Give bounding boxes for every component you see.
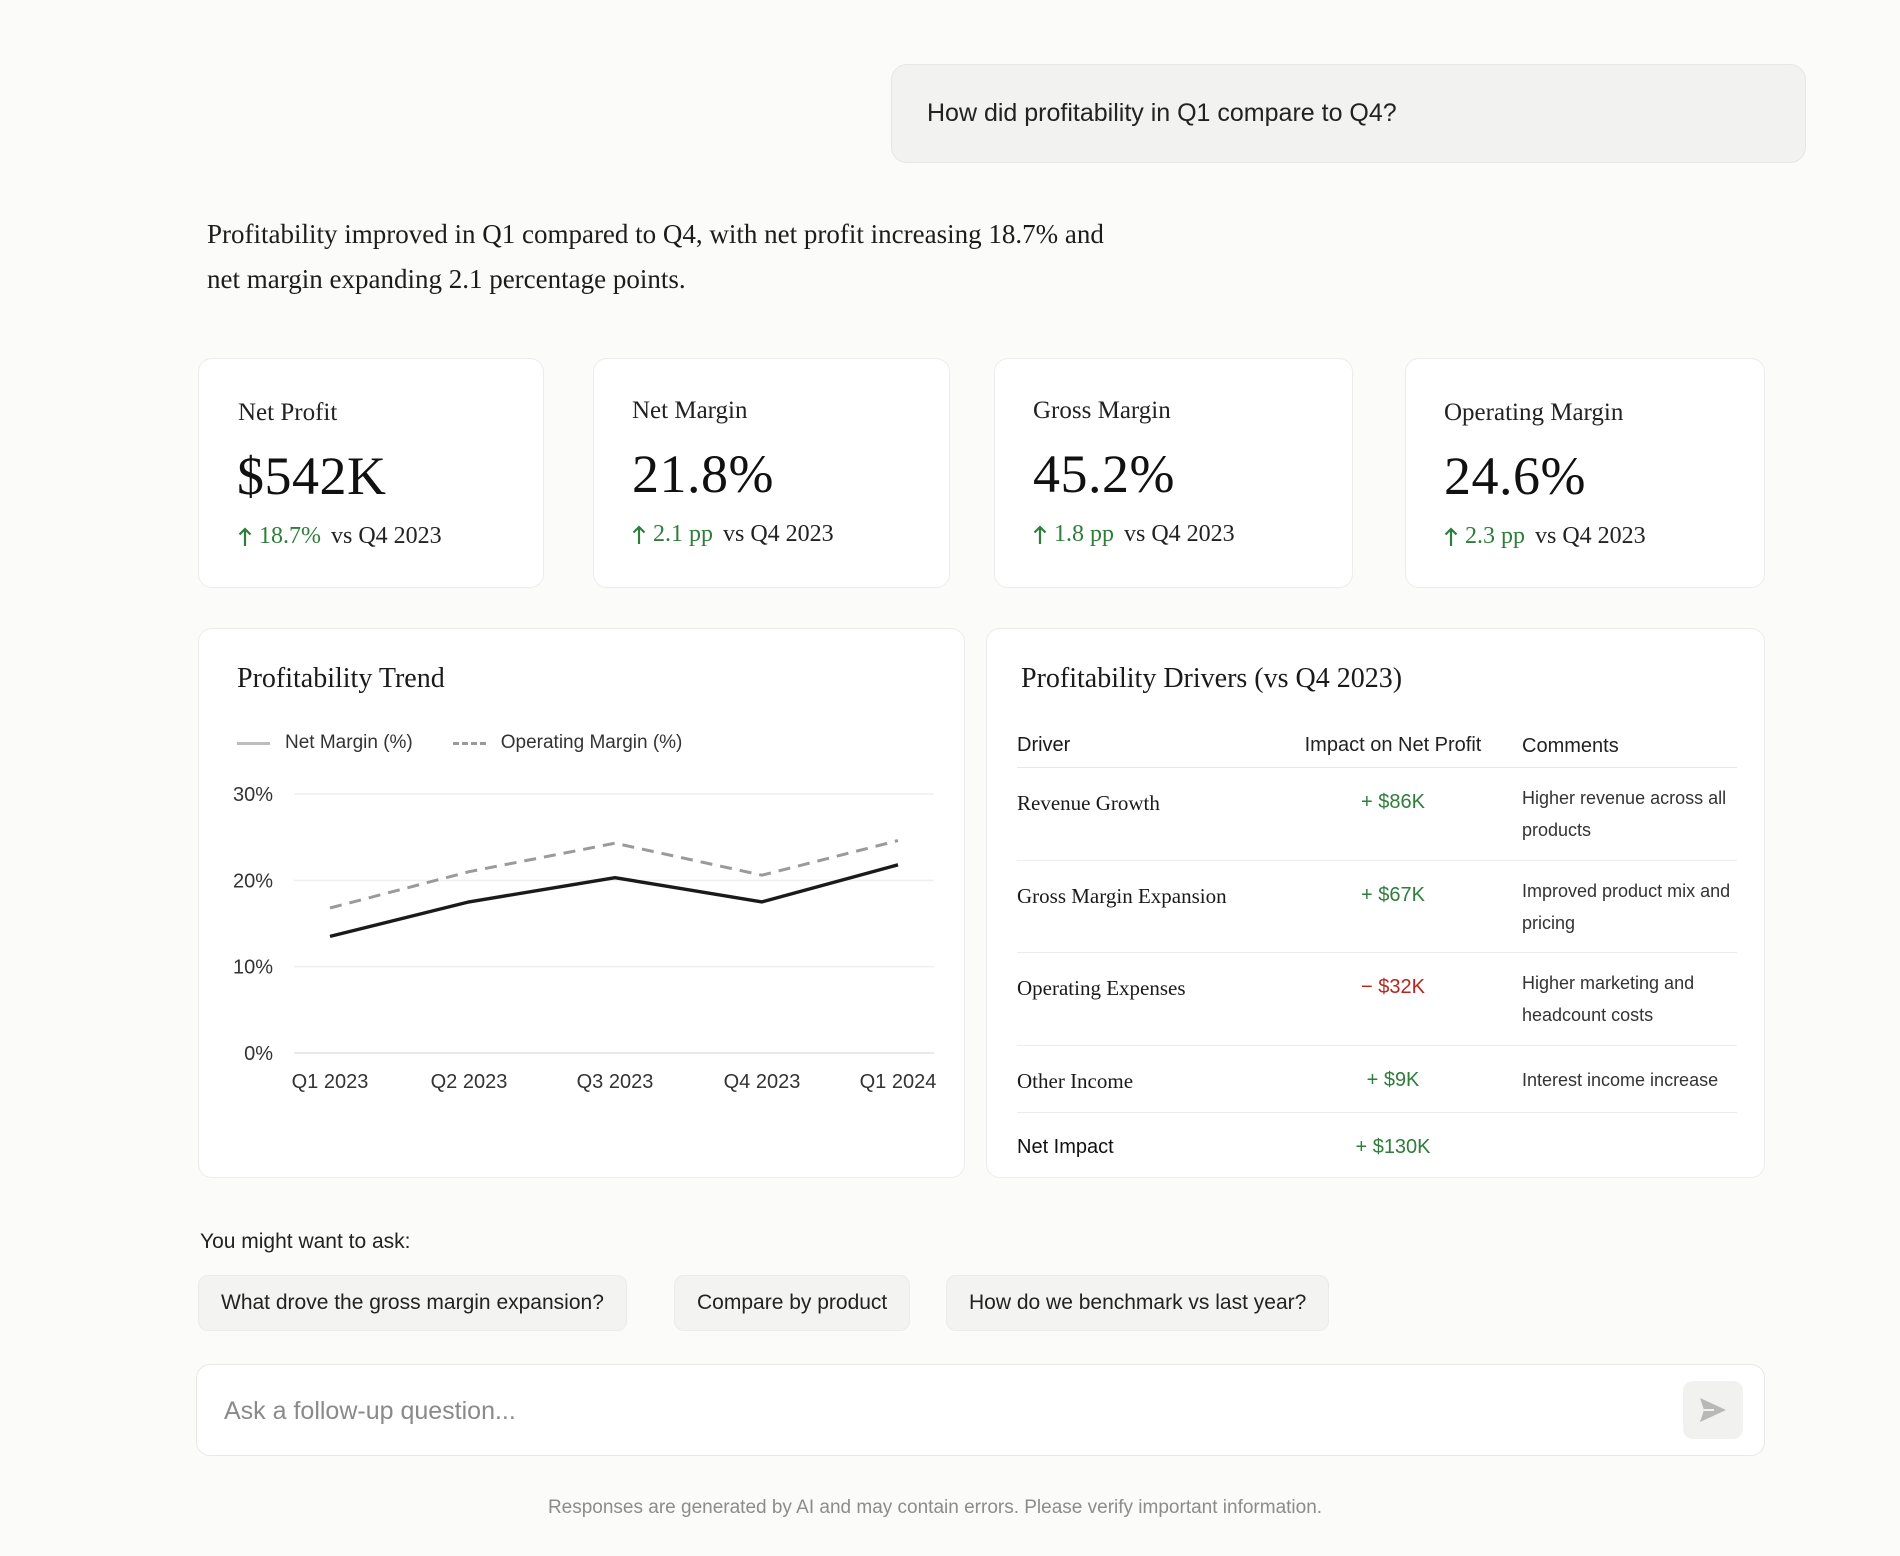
driver-name: Operating Expenses	[1017, 976, 1186, 1000]
driver-impact: − $32K	[1361, 976, 1425, 998]
header-comments: Comments	[1522, 734, 1619, 757]
driver-impact: + $67K	[1361, 884, 1425, 906]
driver-comment: Higher marketing and headcount costs	[1522, 973, 1695, 1025]
series-line-net-margin	[329, 863, 899, 939]
kpi-label: Gross Margin	[1033, 397, 1171, 424]
driver-name: Other Income	[1017, 1069, 1134, 1093]
kpi-compare: vs Q4 2023	[1535, 523, 1646, 549]
drivers-table: Driver Impact on Net Profit Comments Rev…	[1017, 724, 1737, 1179]
header-driver: Driver	[1017, 734, 1071, 756]
kpi-delta-value: 1.8 pp	[1054, 521, 1114, 547]
driver-impact: + $9K	[1366, 1069, 1420, 1091]
kpi-compare: vs Q4 2023	[1124, 521, 1235, 547]
drivers-title: Profitability Drivers (vs Q4 2023)	[1021, 663, 1403, 694]
x-tick-label: Q1 2023	[292, 1071, 369, 1093]
total-impact: + $130K	[1355, 1136, 1431, 1158]
followup-input[interactable]	[224, 1391, 1624, 1431]
legend-label: Net Margin (%)	[285, 732, 413, 753]
x-tick-label: Q4 2023	[724, 1071, 801, 1093]
legend-item-operating-margin: Operating Margin (%)	[452, 732, 683, 754]
send-icon	[1700, 1398, 1726, 1422]
suggestion-chip[interactable]: How do we benchmark vs last year?	[946, 1275, 1330, 1331]
kpi-delta: 2.1 pp vs Q4 2023	[632, 521, 834, 548]
kpi-label: Net Margin	[632, 397, 748, 424]
header-impact: Impact on Net Profit	[1304, 734, 1482, 756]
arrow-up-icon	[1444, 526, 1458, 546]
suggestion-chip[interactable]: What drove the gross margin expansion?	[198, 1275, 627, 1331]
kpi-card-net-margin: Net Margin 21.8% 2.1 pp vs Q4 2023	[593, 358, 950, 588]
y-tick-label: 30%	[233, 784, 273, 806]
x-tick-label: Q2 2023	[431, 1071, 508, 1093]
y-tick-label: 20%	[233, 870, 273, 892]
legend-item-net-margin: Net Margin (%)	[237, 732, 413, 754]
user-message-bubble: How did profitability in Q1 compare to Q…	[891, 64, 1806, 163]
kpi-delta-value: 2.1 pp	[653, 521, 713, 547]
driver-comment: Improved product mix and pricing	[1522, 881, 1731, 933]
kpi-compare: vs Q4 2023	[723, 521, 834, 547]
followup-box	[196, 1364, 1765, 1456]
driver-name: Gross Margin Expansion	[1017, 884, 1227, 908]
send-button[interactable]	[1683, 1381, 1743, 1439]
series-line-operating-margin	[329, 839, 899, 910]
driver-comment: Interest income increase	[1522, 1070, 1719, 1090]
arrow-up-icon	[632, 524, 646, 544]
kpi-value: 45.2%	[1033, 444, 1175, 504]
ai-disclaimer: Responses are generated by AI and may co…	[547, 1497, 1323, 1518]
user-message-text: How did profitability in Q1 compare to Q…	[927, 99, 1397, 127]
kpi-card-net-profit: Net Profit $542K 18.7% vs Q4 2023	[198, 358, 544, 588]
suggestions-label: You might want to ask:	[200, 1230, 411, 1253]
kpi-compare: vs Q4 2023	[331, 523, 442, 549]
x-tick-label: Q3 2023	[577, 1071, 654, 1093]
driver-name: Revenue Growth	[1017, 791, 1160, 815]
y-tick-label: 0%	[244, 1043, 273, 1065]
kpi-delta: 2.3 pp vs Q4 2023	[1444, 523, 1646, 550]
kpi-value: 24.6%	[1444, 446, 1586, 506]
y-tick-label: 10%	[233, 957, 273, 979]
kpi-label: Net Profit	[238, 399, 338, 426]
table-header: Driver Impact on Net Profit Comments	[1017, 724, 1737, 768]
assistant-answer: Profitability improved in Q1 compared to…	[207, 212, 1207, 302]
answer-line: Profitability improved in Q1 compared to…	[207, 219, 1104, 249]
profitability-drivers-panel: Profitability Drivers (vs Q4 2023) Drive…	[986, 628, 1765, 1178]
chart-legend: Net Margin (%) Operating Margin (%)	[237, 732, 722, 754]
total-label: Net Impact	[1017, 1136, 1114, 1158]
chart-title: Profitability Trend	[237, 663, 445, 694]
kpi-value: $542K	[237, 446, 387, 506]
legend-label: Operating Margin (%)	[500, 732, 683, 753]
profitability-trend-panel: Profitability Trend Net Margin (%) Opera…	[198, 628, 965, 1178]
table-row: Operating Expenses − $32K Higher marketi…	[1017, 953, 1737, 1046]
answer-line: net margin expanding 2.1 percentage poin…	[207, 264, 686, 294]
table-row: Other Income + $9K Interest income incre…	[1017, 1046, 1737, 1113]
driver-comment: Higher revenue across all products	[1522, 788, 1727, 840]
kpi-label: Operating Margin	[1444, 399, 1624, 426]
table-total-row: Net Impact + $130K	[1017, 1113, 1737, 1179]
kpi-delta: 18.7% vs Q4 2023	[238, 523, 442, 550]
kpi-card-operating-margin: Operating Margin 24.6% 2.3 pp vs Q4 2023	[1405, 358, 1765, 588]
legend-swatch-solid	[237, 741, 270, 745]
kpi-card-gross-margin: Gross Margin 45.2% 1.8 pp vs Q4 2023	[994, 358, 1353, 588]
kpi-delta: 1.8 pp vs Q4 2023	[1033, 521, 1235, 548]
table-row: Revenue Growth + $86K Higher revenue acr…	[1017, 768, 1737, 861]
driver-impact: + $86K	[1361, 791, 1425, 813]
trend-chart: 0% 10% 20% 30% Q1 2023 Q2 2023 Q3 2023 Q4 2023 Q…	[233, 784, 937, 1093]
kpi-value: 21.8%	[632, 444, 774, 504]
arrow-up-icon	[238, 526, 252, 546]
kpi-delta-value: 2.3 pp	[1465, 523, 1525, 549]
suggestion-chip[interactable]: Compare by product	[674, 1275, 911, 1331]
kpi-delta-value: 18.7%	[259, 523, 321, 549]
x-tick-label: Q1 2024	[860, 1071, 937, 1093]
arrow-up-icon	[1033, 524, 1047, 544]
table-row: Gross Margin Expansion + $67K Improved p…	[1017, 861, 1737, 953]
legend-swatch-dashed	[452, 741, 486, 745]
